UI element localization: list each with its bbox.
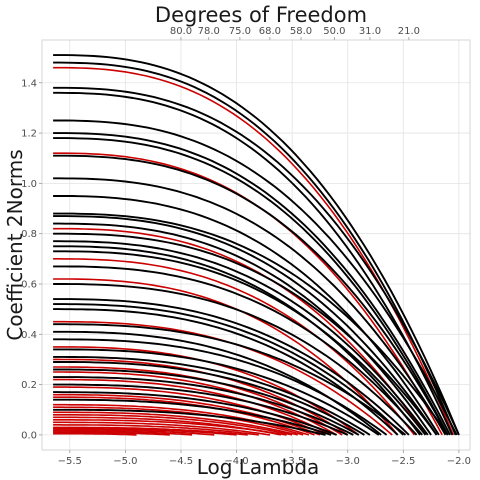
selected-coefficient-path: [53, 414, 293, 436]
coefficient-path: [53, 376, 354, 436]
selected-coefficient-path: [53, 396, 315, 436]
selected-coefficient-path: [53, 371, 337, 436]
coefficient-path: [53, 323, 407, 436]
selected-coefficient-path: [53, 411, 298, 436]
x-axis-ticks: −5.5 −5.0 −4.5 −4.0 −3.5 −3.0 −2.5 −2.0: [58, 450, 471, 467]
coefficient-path: [53, 132, 451, 436]
coefficient-path: [53, 245, 421, 436]
x-tick-label: −5.5: [58, 456, 82, 467]
selected-coefficient-path: [53, 429, 215, 436]
top-axis-ticks: 80.0 78.0 75.0 68.0 58.0 50.0 31.0 21.0: [170, 26, 420, 40]
y-tick-label: 0.4: [21, 330, 37, 341]
selected-coefficient-path: [53, 258, 416, 436]
y-axis-label: Coefficient 2Norms: [3, 149, 27, 340]
top-tick-label: 21.0: [398, 26, 420, 37]
selected-coefficient-path: [53, 406, 304, 436]
coefficient-path: [53, 308, 399, 436]
coefficient-path: [53, 91, 454, 436]
coefficient-path: [53, 355, 371, 436]
coefficient-path: [53, 240, 429, 436]
coefficient-path: [53, 368, 360, 436]
series-lines: [53, 54, 460, 436]
selected-coefficient-path: [53, 424, 259, 436]
coefficient-path: [53, 298, 410, 436]
y-tick-label: 0.0: [21, 430, 37, 441]
coefficient-path: [53, 303, 404, 436]
coefficient-path: [53, 54, 460, 436]
x-tick-label: −3.0: [336, 456, 360, 467]
coefficient-path: [53, 232, 438, 436]
coefficient-path: [53, 398, 332, 436]
coefficient-path: [53, 61, 457, 436]
selected-coefficient-path: [53, 378, 332, 436]
y-tick-label: 1.4: [21, 78, 37, 89]
x-axis-label: Log Lambda: [197, 455, 320, 479]
coefficient-path: [53, 250, 427, 436]
y-tick-label: 0.6: [21, 279, 37, 290]
selected-coefficient-path: [53, 426, 248, 436]
coefficient-path: [53, 86, 460, 436]
top-tick-label: 80.0: [170, 26, 192, 37]
selected-coefficient-path: [53, 430, 193, 436]
coefficient-path: [53, 338, 388, 436]
y-axis-ticks: 0.0 0.2 0.4 0.6 0.8 1.0 1.2 1.4: [21, 78, 42, 441]
coefficient-path: [53, 391, 337, 436]
coefficient-path: [53, 408, 326, 436]
coefficient-path: [53, 361, 365, 436]
plot-panel-border: [41, 39, 471, 451]
coefficient-path: [53, 283, 418, 436]
coefficient-path: [53, 383, 349, 436]
selected-coefficient-path: [53, 419, 287, 436]
top-tick-label: 58.0: [290, 26, 312, 37]
coefficient-path: [53, 265, 423, 436]
x-tick-label: −5.0: [113, 456, 137, 467]
x-tick-label: −2.5: [391, 456, 415, 467]
y-tick-label: 0.2: [21, 380, 37, 391]
coefficient-path: [53, 348, 380, 436]
selected-coefficient-path: [53, 427, 237, 436]
selected-coefficient-path: [53, 432, 137, 436]
coefficient-path: [53, 177, 447, 436]
selected-coefficient-path: [53, 227, 427, 436]
x-tick-label: −2.0: [447, 456, 471, 467]
top-tick-label: 31.0: [359, 26, 381, 37]
top-tick-label: 78.0: [198, 26, 220, 37]
coefficient-path: [53, 154, 449, 436]
y-tick-label: 1.2: [21, 129, 37, 140]
coefficient-path: [53, 119, 458, 436]
y-tick-label: 1.0: [21, 179, 37, 190]
x-tick-label: −4.0: [224, 456, 248, 467]
top-tick-label: 50.0: [323, 26, 345, 37]
coefficient-path: [53, 212, 449, 436]
chart-title: Degrees of Freedom: [155, 3, 367, 27]
x-tick-label: −3.5: [280, 456, 304, 467]
y-tick-label: 0.8: [21, 229, 37, 240]
x-tick-label: −4.5: [169, 456, 193, 467]
coefficient-path: [53, 137, 449, 436]
selected-coefficient-path: [53, 421, 271, 436]
top-tick-label: 68.0: [259, 26, 281, 37]
coefficient-path: [53, 215, 438, 436]
grid: [42, 40, 470, 450]
selected-coefficient-path: [53, 431, 170, 436]
top-tick-label: 75.0: [229, 26, 251, 37]
